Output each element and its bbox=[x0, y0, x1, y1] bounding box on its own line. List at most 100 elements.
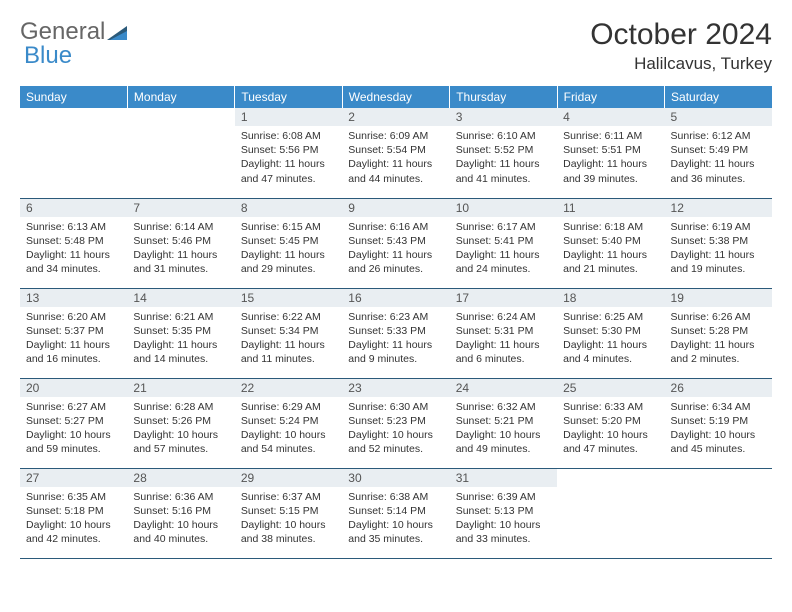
sunrise-text: Sunrise: 6:12 AM bbox=[671, 129, 766, 143]
sunset-text: Sunset: 5:30 PM bbox=[563, 324, 658, 338]
sunrise-text: Sunrise: 6:32 AM bbox=[456, 400, 551, 414]
daylight-text: Daylight: 11 hours and 16 minutes. bbox=[26, 338, 121, 366]
sunrise-text: Sunrise: 6:08 AM bbox=[241, 129, 336, 143]
day-number: 23 bbox=[342, 379, 449, 397]
daylight-text: Daylight: 10 hours and 45 minutes. bbox=[671, 428, 766, 456]
day-details: Sunrise: 6:38 AMSunset: 5:14 PMDaylight:… bbox=[342, 487, 449, 551]
sunset-text: Sunset: 5:14 PM bbox=[348, 504, 443, 518]
calendar-cell: 20Sunrise: 6:27 AMSunset: 5:27 PMDayligh… bbox=[20, 378, 127, 468]
sunset-text: Sunset: 5:40 PM bbox=[563, 234, 658, 248]
sunrise-text: Sunrise: 6:09 AM bbox=[348, 129, 443, 143]
weekday-header: Wednesday bbox=[342, 86, 449, 108]
weekday-header: Sunday bbox=[20, 86, 127, 108]
day-details: Sunrise: 6:11 AMSunset: 5:51 PMDaylight:… bbox=[557, 126, 664, 190]
sunset-text: Sunset: 5:37 PM bbox=[26, 324, 121, 338]
day-number: 14 bbox=[127, 289, 234, 307]
sunrise-text: Sunrise: 6:23 AM bbox=[348, 310, 443, 324]
calendar-row: 27Sunrise: 6:35 AMSunset: 5:18 PMDayligh… bbox=[20, 468, 772, 558]
sunset-text: Sunset: 5:51 PM bbox=[563, 143, 658, 157]
sunrise-text: Sunrise: 6:20 AM bbox=[26, 310, 121, 324]
sunrise-text: Sunrise: 6:24 AM bbox=[456, 310, 551, 324]
day-details: Sunrise: 6:09 AMSunset: 5:54 PMDaylight:… bbox=[342, 126, 449, 190]
calendar-cell: 16Sunrise: 6:23 AMSunset: 5:33 PMDayligh… bbox=[342, 288, 449, 378]
daylight-text: Daylight: 10 hours and 40 minutes. bbox=[133, 518, 228, 546]
calendar-cell: 11Sunrise: 6:18 AMSunset: 5:40 PMDayligh… bbox=[557, 198, 664, 288]
calendar-row: 6Sunrise: 6:13 AMSunset: 5:48 PMDaylight… bbox=[20, 198, 772, 288]
sunrise-text: Sunrise: 6:35 AM bbox=[26, 490, 121, 504]
location: Halilcavus, Turkey bbox=[590, 54, 772, 74]
daylight-text: Daylight: 11 hours and 34 minutes. bbox=[26, 248, 121, 276]
sunrise-text: Sunrise: 6:28 AM bbox=[133, 400, 228, 414]
daylight-text: Daylight: 11 hours and 36 minutes. bbox=[671, 157, 766, 185]
calendar-cell: 2Sunrise: 6:09 AMSunset: 5:54 PMDaylight… bbox=[342, 108, 449, 198]
sunrise-text: Sunrise: 6:17 AM bbox=[456, 220, 551, 234]
daylight-text: Daylight: 11 hours and 6 minutes. bbox=[456, 338, 551, 366]
calendar-cell: 28 Sunrise: 6:36 AMSunset: 5:16 PMDayligh… bbox=[127, 468, 234, 558]
sunrise-text: Sunrise: 6:29 AM bbox=[241, 400, 336, 414]
day-details: Sunrise: 6:14 AMSunset: 5:46 PMDaylight:… bbox=[127, 217, 234, 281]
daylight-text: Daylight: 10 hours and 38 minutes. bbox=[241, 518, 336, 546]
sunset-text: Sunset: 5:33 PM bbox=[348, 324, 443, 338]
daylight-text: Daylight: 11 hours and 4 minutes. bbox=[563, 338, 658, 366]
day-number: 28 bbox=[127, 469, 234, 487]
sunrise-text: Sunrise: 6:34 AM bbox=[671, 400, 766, 414]
daylight-text: Daylight: 11 hours and 9 minutes. bbox=[348, 338, 443, 366]
day-number: 2 bbox=[342, 108, 449, 126]
day-number: 21 bbox=[127, 379, 234, 397]
daylight-text: Daylight: 11 hours and 47 minutes. bbox=[241, 157, 336, 185]
daylight-text: Daylight: 11 hours and 26 minutes. bbox=[348, 248, 443, 276]
sunset-text: Sunset: 5:56 PM bbox=[241, 143, 336, 157]
day-details: Sunrise: 6:35 AMSunset: 5:18 PMDaylight:… bbox=[20, 487, 127, 551]
sunset-text: Sunset: 5:16 PM bbox=[133, 504, 228, 518]
day-number: 30 bbox=[342, 469, 449, 487]
calendar-cell: 17Sunrise: 6:24 AMSunset: 5:31 PMDayligh… bbox=[450, 288, 557, 378]
sunrise-text: Sunrise: 6:22 AM bbox=[241, 310, 336, 324]
day-number: 29 bbox=[235, 469, 342, 487]
calendar-table: SundayMondayTuesdayWednesdayThursdayFrid… bbox=[20, 86, 772, 559]
sunset-text: Sunset: 5:28 PM bbox=[671, 324, 766, 338]
day-details: Sunrise: 6:26 AMSunset: 5:28 PMDaylight:… bbox=[665, 307, 772, 371]
day-details: Sunrise: 6:32 AMSunset: 5:21 PMDaylight:… bbox=[450, 397, 557, 461]
sunset-text: Sunset: 5:41 PM bbox=[456, 234, 551, 248]
day-details: Sunrise: 6:19 AMSunset: 5:38 PMDaylight:… bbox=[665, 217, 772, 281]
daylight-text: Daylight: 10 hours and 57 minutes. bbox=[133, 428, 228, 456]
calendar-cell: 25Sunrise: 6:33 AMSunset: 5:20 PMDayligh… bbox=[557, 378, 664, 468]
sunset-text: Sunset: 5:27 PM bbox=[26, 414, 121, 428]
sunrise-text: Sunrise: 6:18 AM bbox=[563, 220, 658, 234]
daylight-text: Daylight: 11 hours and 41 minutes. bbox=[456, 157, 551, 185]
brand-part2: Blue bbox=[24, 42, 72, 69]
daylight-text: Daylight: 11 hours and 29 minutes. bbox=[241, 248, 336, 276]
day-details: Sunrise: 6:12 AMSunset: 5:49 PMDaylight:… bbox=[665, 126, 772, 190]
calendar-cell bbox=[557, 468, 664, 558]
weekday-header: Tuesday bbox=[235, 86, 342, 108]
day-details: Sunrise: 6:34 AMSunset: 5:19 PMDaylight:… bbox=[665, 397, 772, 461]
daylight-text: Daylight: 10 hours and 59 minutes. bbox=[26, 428, 121, 456]
sunset-text: Sunset: 5:26 PM bbox=[133, 414, 228, 428]
day-details: Sunrise: 6:33 AMSunset: 5:20 PMDaylight:… bbox=[557, 397, 664, 461]
sunset-text: Sunset: 5:15 PM bbox=[241, 504, 336, 518]
sunrise-text: Sunrise: 6:36 AM bbox=[133, 490, 228, 504]
day-number: 11 bbox=[557, 199, 664, 217]
sunrise-text: Sunrise: 6:30 AM bbox=[348, 400, 443, 414]
daylight-text: Daylight: 10 hours and 54 minutes. bbox=[241, 428, 336, 456]
daylight-text: Daylight: 11 hours and 44 minutes. bbox=[348, 157, 443, 185]
weekday-header: Monday bbox=[127, 86, 234, 108]
weekday-header: Thursday bbox=[450, 86, 557, 108]
sunset-text: Sunset: 5:19 PM bbox=[671, 414, 766, 428]
day-details: Sunrise: 6:30 AMSunset: 5:23 PMDaylight:… bbox=[342, 397, 449, 461]
sunrise-text: Sunrise: 6:27 AM bbox=[26, 400, 121, 414]
sunrise-text: Sunrise: 6:38 AM bbox=[348, 490, 443, 504]
day-details: Sunrise: 6:28 AMSunset: 5:26 PMDaylight:… bbox=[127, 397, 234, 461]
calendar-cell: 7Sunrise: 6:14 AMSunset: 5:46 PMDaylight… bbox=[127, 198, 234, 288]
calendar-cell: 24Sunrise: 6:32 AMSunset: 5:21 PMDayligh… bbox=[450, 378, 557, 468]
calendar-cell bbox=[20, 108, 127, 198]
day-details: Sunrise: 6:20 AMSunset: 5:37 PMDaylight:… bbox=[20, 307, 127, 371]
daylight-text: Daylight: 11 hours and 31 minutes. bbox=[133, 248, 228, 276]
day-details: Sunrise: 6:13 AMSunset: 5:48 PMDaylight:… bbox=[20, 217, 127, 281]
daylight-text: Daylight: 11 hours and 19 minutes. bbox=[671, 248, 766, 276]
calendar-cell: 5Sunrise: 6:12 AMSunset: 5:49 PMDaylight… bbox=[665, 108, 772, 198]
day-details: Sunrise: 6:39 AMSunset: 5:13 PMDaylight:… bbox=[450, 487, 557, 551]
calendar-head: SundayMondayTuesdayWednesdayThursdayFrid… bbox=[20, 86, 772, 108]
calendar-cell: 31Sunrise: 6:39 AMSunset: 5:13 PMDayligh… bbox=[450, 468, 557, 558]
sunrise-text: Sunrise: 6:19 AM bbox=[671, 220, 766, 234]
